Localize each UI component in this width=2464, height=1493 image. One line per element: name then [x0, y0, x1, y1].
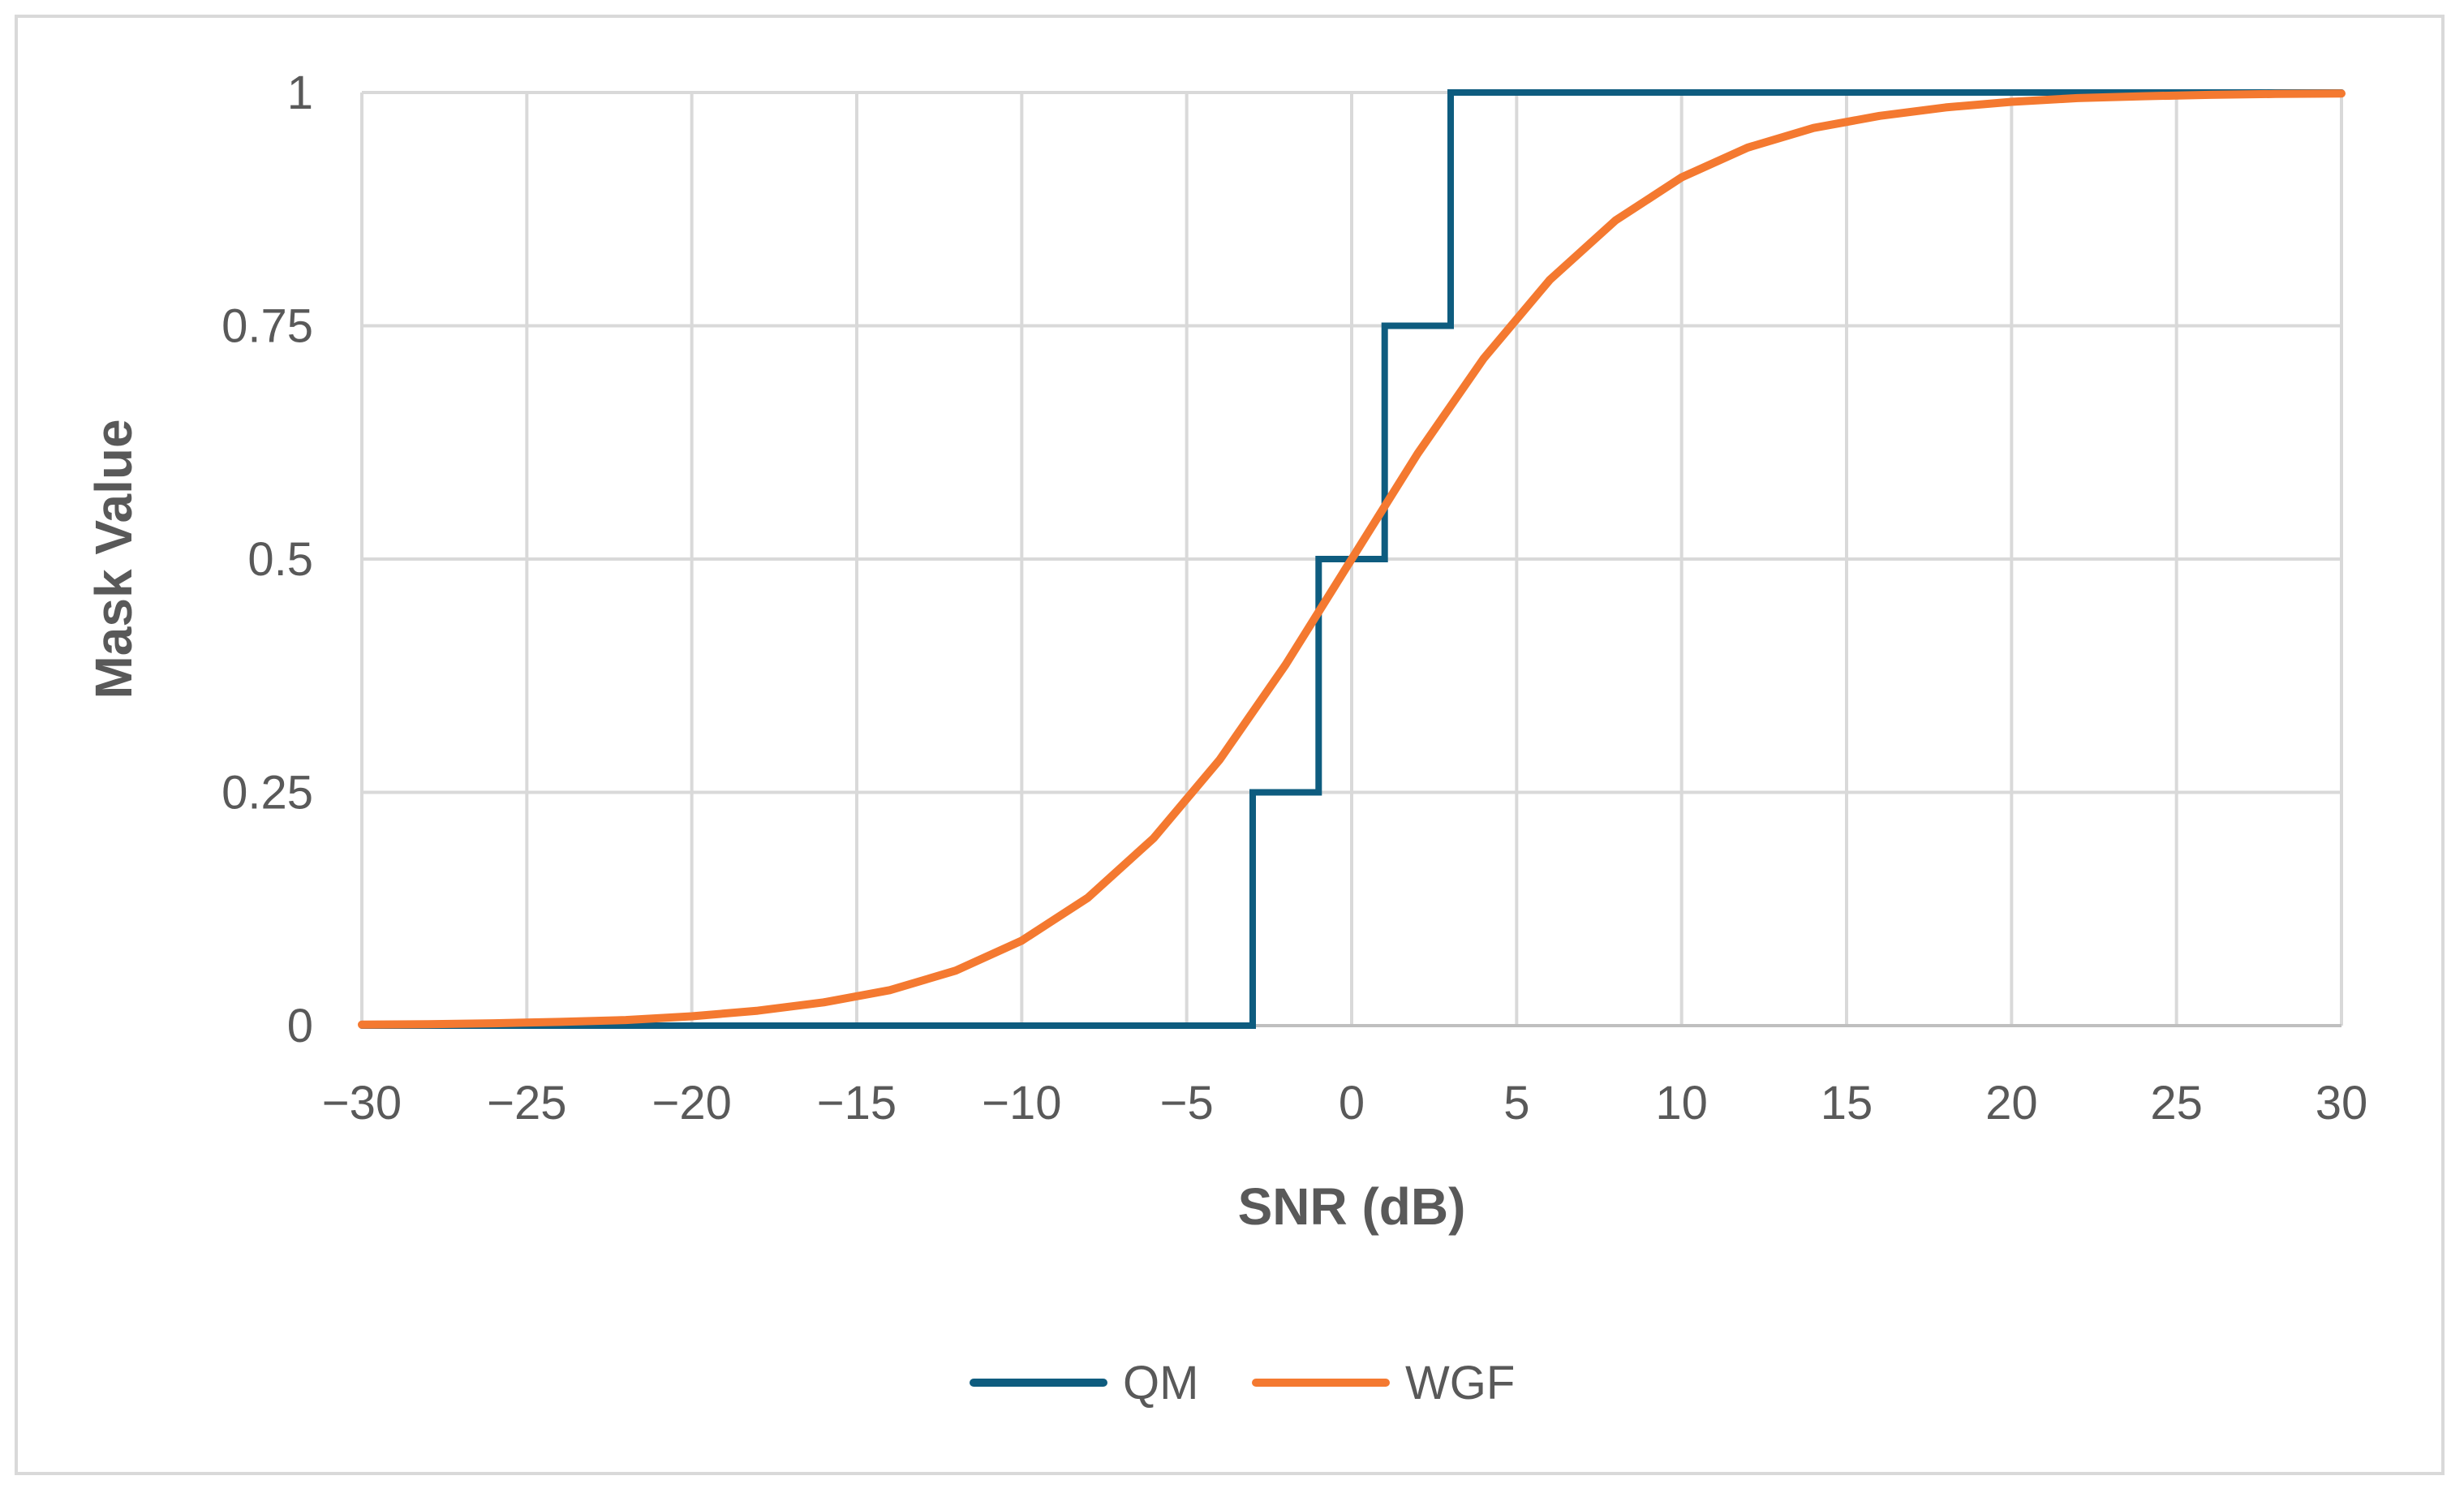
legend-label-qm: QM	[1123, 1357, 1198, 1409]
legend-label-wgf: WGF	[1405, 1357, 1515, 1409]
y-tick-label: 0.5	[247, 533, 313, 586]
legend: QM WGF	[970, 1357, 1515, 1409]
grid	[360, 91, 2343, 1027]
x-tick-label: 25	[2150, 1077, 2203, 1129]
x-tick-label: −30	[322, 1077, 402, 1129]
x-tick-label: 10	[1655, 1077, 1708, 1129]
y-tick-label: 0.25	[221, 767, 313, 820]
x-axis-title: SNR (dB)	[1238, 1177, 1466, 1236]
x-tick-label: 5	[1503, 1077, 1529, 1129]
x-tick-label: −5	[1160, 1077, 1214, 1129]
x-tick-label: 0	[1339, 1077, 1365, 1129]
y-tick-label: 0.75	[221, 300, 313, 353]
chart-svg: −30 −25 −20 −15 −10 −5 0 5 10 15 20 25 30 0 0.25 0.5 0.7…	[84, 67, 2367, 1409]
tick-labels: −30 −25 −20 −15 −10 −5 0 5 10 15 20 25 30 0 0.25 0.5 0.7…	[221, 67, 2367, 1129]
x-tick-label: −15	[817, 1077, 897, 1129]
x-tick-label: 15	[1821, 1077, 1873, 1129]
y-tick-label: 1	[287, 67, 313, 119]
y-tick-label: 0	[287, 1000, 313, 1052]
chart-frame: −30 −25 −20 −15 −10 −5 0 5 10 15 20 25 30 0 0.25 0.5 0.7…	[15, 15, 2445, 1475]
x-tick-label: −20	[651, 1077, 731, 1129]
series-layer	[358, 89, 2346, 1029]
series-line-wgf	[358, 89, 2346, 1029]
x-tick-label: 30	[2316, 1077, 2368, 1129]
x-tick-label: 20	[1985, 1077, 2038, 1129]
x-tick-label: −25	[487, 1077, 566, 1129]
y-axis-title: Mask Value	[84, 419, 143, 699]
x-tick-label: −10	[982, 1077, 1061, 1129]
